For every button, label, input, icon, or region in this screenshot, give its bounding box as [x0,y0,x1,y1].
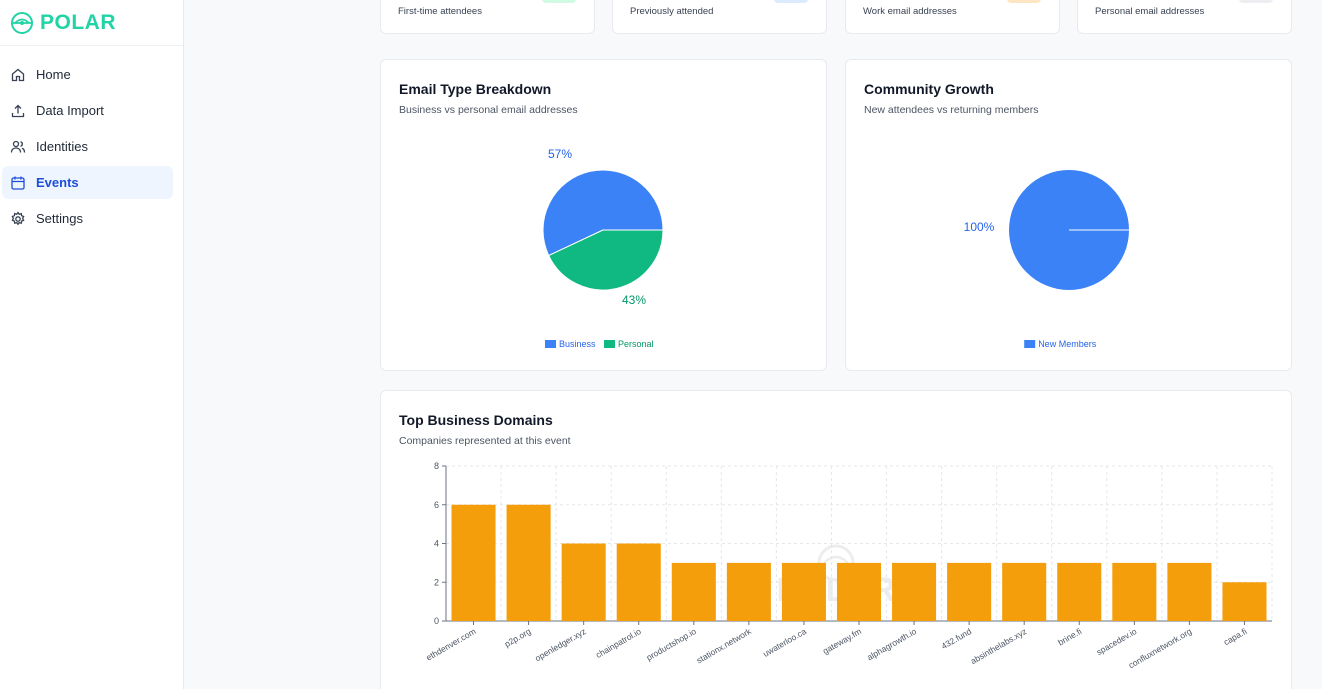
sidebar-item-events[interactable]: Events [2,166,173,199]
email-type-panel: Email Type Breakdown Business vs persona… [380,59,827,371]
sidebar-item-data-import[interactable]: Data Import [2,94,173,127]
panel-subtitle: Companies represented at this event [399,435,571,447]
bar [451,504,496,621]
panel-title: Email Type Breakdown [399,81,552,97]
pie-value-label: 43% [622,293,646,307]
panel-title: Community Growth [864,81,994,97]
x-tick-label: 432.fund [939,626,973,651]
bar [1002,562,1047,621]
sidebar-nav: Home Data Import Identities Events Setti… [0,46,183,235]
y-tick-label: 8 [434,461,439,471]
panel-subtitle: New attendees vs returning members [864,104,1039,116]
legend-swatch [545,340,556,348]
stat-label: Personal email addresses [1095,6,1205,17]
x-tick-label: stationx.network [695,626,754,666]
bar [1222,582,1267,621]
stat-card-first-time: First-time attendees [380,0,595,34]
panel-subtitle: Business vs personal email addresses [399,104,578,116]
x-tick-label: uwaterloo.ca [761,626,808,659]
bar [781,562,826,621]
community-growth-pie-chart: POLAR100%New Members [964,170,1129,349]
stat-label: Work email addresses [863,6,957,17]
legend-swatch [1024,340,1036,348]
bar [726,562,771,621]
sidebar-item-settings[interactable]: Settings [2,202,173,235]
sidebar: POLAR Home Data Import Identities Events [0,0,184,689]
x-tick-label: gateway.fm [821,626,863,656]
bar [892,562,937,621]
sidebar-item-label: Home [36,67,71,82]
x-tick-label: openledger.xyz [533,626,588,663]
legend-label: Personal [618,339,654,349]
sidebar-item-label: Settings [36,211,83,226]
pie-slice [542,169,664,257]
sidebar-item-label: Events [36,175,79,190]
bar [1057,562,1102,621]
y-tick-label: 2 [434,577,439,587]
users-icon [10,139,26,155]
bar [1167,562,1212,621]
stat-chip [1007,0,1041,3]
x-tick-label: chainpatrol.io [594,626,643,660]
brand-name: POLAR [40,10,116,34]
polar-logo-icon [11,11,33,34]
x-tick-label: brine.fi [1056,626,1083,647]
x-tick-label: alphagrowth.io [865,626,918,662]
top-domains-panel: Top Business Domains Companies represent… [380,390,1292,689]
x-tick-label: absinthelabs.xyz [969,626,1028,666]
stat-card-previously-attended: Previously attended [612,0,827,34]
x-tick-label: ethdenver.com [424,626,477,663]
bar [947,562,992,621]
y-tick-label: 0 [434,616,439,626]
bar [1112,562,1157,621]
legend-label: New Members [1038,339,1097,349]
pie-value-label: 100% [964,220,995,234]
gear-icon [10,210,26,227]
x-tick-label: p2p.org [503,626,533,649]
brand-logo[interactable]: POLAR [0,0,183,46]
y-tick-label: 6 [434,500,439,510]
calendar-icon [10,175,26,191]
stat-chip [542,0,576,3]
panel-title: Top Business Domains [399,412,553,428]
main-content: First-time attendees Previously attended… [185,0,1322,689]
bar [836,562,882,621]
stat-card-work-email: Work email addresses [845,0,1060,34]
bar [616,543,661,621]
bar [506,504,551,621]
sidebar-item-label: Identities [36,139,89,154]
home-icon [10,67,26,83]
stat-chip [1239,0,1273,3]
watermark-logo-arc [823,555,849,564]
legend-label: Business [559,339,596,349]
pie-slice [548,229,664,291]
stat-card-personal-email: Personal email addresses [1077,0,1292,34]
pie-value-label: 57% [548,147,572,161]
stat-chip [774,0,808,3]
community-growth-panel: Community Growth New attendees vs return… [845,59,1292,371]
x-tick-label: capa.fi [1222,626,1249,647]
sidebar-item-label: Data Import [36,103,104,118]
sidebar-item-home[interactable]: Home [2,58,173,91]
bar [671,562,716,621]
x-tick-label: spacedev.io [1095,626,1139,657]
legend-swatch [604,340,615,348]
sidebar-item-identities[interactable]: Identities [2,130,173,163]
upload-icon [10,103,26,119]
stat-label: First-time attendees [398,6,482,17]
x-tick-label: productshop.io [645,626,699,663]
y-tick-label: 4 [434,539,439,549]
bar [561,543,606,621]
stat-label: Previously attended [630,6,714,17]
